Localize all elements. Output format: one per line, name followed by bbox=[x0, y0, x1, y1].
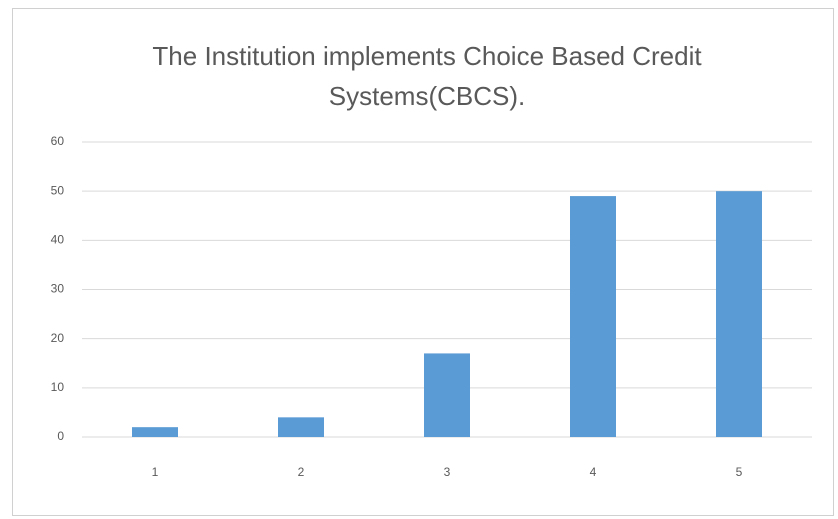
bar bbox=[424, 353, 470, 437]
y-tick-label: 60 bbox=[51, 134, 65, 148]
chart-title: The Institution implements Choice Based … bbox=[152, 41, 702, 111]
bar bbox=[278, 417, 324, 437]
chart-frame bbox=[12, 8, 834, 516]
y-tick-label: 10 bbox=[51, 380, 65, 394]
y-tick-label: 20 bbox=[51, 331, 65, 345]
x-tick-label: 2 bbox=[298, 465, 305, 479]
y-tick-label: 40 bbox=[51, 233, 65, 247]
x-tick-label: 3 bbox=[444, 465, 451, 479]
y-tick-label: 30 bbox=[51, 282, 65, 296]
bar bbox=[570, 196, 616, 437]
x-tick-label: 1 bbox=[152, 465, 159, 479]
x-tick-label: 4 bbox=[590, 465, 597, 479]
bar bbox=[132, 427, 178, 437]
x-tick-label: 5 bbox=[736, 465, 743, 479]
y-tick-label: 0 bbox=[57, 429, 64, 443]
bar bbox=[716, 191, 762, 437]
y-tick-label: 50 bbox=[51, 183, 65, 197]
